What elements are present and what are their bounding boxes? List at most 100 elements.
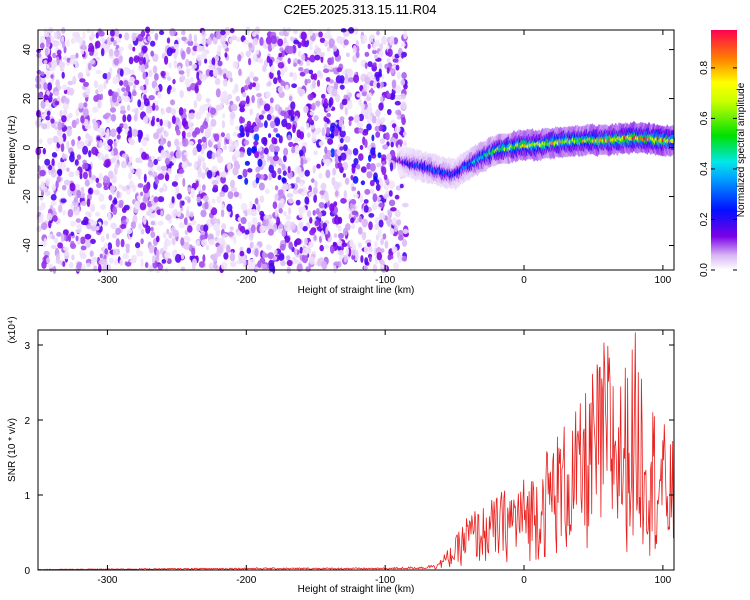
- spectrogram-cell: [61, 41, 66, 49]
- spectrogram-cell: [50, 194, 57, 201]
- spectrogram-cell: [335, 75, 343, 84]
- spectrogram-cell: [364, 114, 369, 120]
- spectrogram-cell: [175, 186, 180, 196]
- spectrogram-cell: [285, 84, 289, 91]
- spectrogram-cell: [364, 76, 371, 85]
- spectrogram-cell: [343, 254, 348, 263]
- spectrogram-cell: [58, 61, 65, 68]
- spectrogram-cell: [85, 86, 91, 96]
- spectrogram-cell: [380, 96, 384, 102]
- spectrogram-cell: [286, 255, 291, 261]
- spectrogram-cell: [65, 114, 70, 122]
- spectrogram-cell: [388, 199, 396, 207]
- spectrogram-cell: [118, 202, 124, 209]
- spectrogram-cell: [60, 143, 65, 153]
- spectrogram-cell: [244, 160, 250, 166]
- spectrogram-cell: [352, 45, 357, 53]
- spectrogram-cell: [254, 82, 260, 92]
- spectrogram-cell: [152, 255, 156, 264]
- spectrogram-cell: [255, 49, 260, 55]
- spectrogram-cell: [199, 234, 206, 241]
- spectrogram-cell: [197, 158, 202, 168]
- snr-x-tick-label: -200: [236, 575, 256, 586]
- spectrogram-cell: [160, 127, 164, 132]
- spectrogram-cell: [63, 234, 67, 241]
- spectrogram-cell: [56, 175, 61, 183]
- spectrogram-cell: [277, 86, 283, 94]
- spectrogram-cell: [140, 258, 144, 268]
- spectrogram-cell: [300, 31, 307, 41]
- spectrogram-cell: [97, 152, 104, 160]
- spectrogram-cell: [380, 138, 385, 145]
- spectrogram-cell: [100, 204, 107, 210]
- spectrogram-cell: [333, 265, 337, 274]
- spectrogram-cell: [379, 43, 384, 51]
- spectrogram-cell: [364, 62, 368, 69]
- spectrogram-cell: [182, 177, 186, 187]
- spectrogram-cell: [197, 139, 202, 144]
- spectrogram-cell: [136, 194, 142, 201]
- spectrogram-cell: [313, 193, 317, 203]
- spectrogram-cell: [173, 59, 178, 69]
- spectrogram-cell: [184, 78, 191, 88]
- spectrogram-cell: [149, 28, 155, 34]
- spectrogram-cell: [247, 168, 253, 173]
- spectrogram-cell: [220, 209, 225, 218]
- snr-panel: -300 -200 -100 0 100 0 1 2 3 Height of straight…: [7, 316, 675, 595]
- snr-y-tick-label: 1: [24, 491, 30, 502]
- spectrogram-cell: [293, 137, 300, 143]
- spectrogram-cell: [261, 137, 268, 145]
- spectrogram-cell: [308, 191, 315, 197]
- spectrogram-cell: [231, 35, 237, 41]
- colorbar-tick-label: 0.0: [699, 263, 710, 277]
- spectrogram-cell: [88, 169, 92, 178]
- spectrogram-cell: [270, 65, 275, 74]
- spectrogram-cell: [129, 258, 137, 264]
- spectrogram-cell: [381, 74, 385, 80]
- spectrogram-cell: [176, 210, 181, 218]
- spectrogram-cell: [312, 187, 318, 195]
- spectrogram-cell: [337, 244, 342, 251]
- spectrogram-cell: [331, 88, 338, 97]
- spectrogram-cell: [202, 254, 206, 263]
- spectrogram-cell: [57, 161, 63, 169]
- spectrogram-cell: [266, 153, 270, 163]
- spectrogram-cell: [46, 213, 53, 221]
- spectrogram-cell: [122, 186, 128, 192]
- spectrogram-cell: [45, 42, 49, 48]
- spectrogram-cell: [120, 238, 125, 248]
- spectrogram-cell: [339, 146, 344, 151]
- spectrogram-cell: [110, 29, 115, 37]
- spectrogram-cell: [329, 125, 335, 133]
- spectrogram-cell: [243, 85, 249, 91]
- spectrogram-cell: [278, 52, 283, 58]
- spectrogram-cell: [312, 165, 316, 174]
- spectrogram-x-axis: -300 -200 -100 0 100: [97, 30, 672, 286]
- spectrogram-cell: [60, 198, 67, 203]
- spectrogram-cell: [44, 190, 51, 196]
- spectrogram-cell: [147, 35, 152, 42]
- spectrogram-cell: [213, 222, 220, 232]
- spectrogram-cell: [387, 48, 393, 57]
- spectrogram-cell: [292, 189, 299, 195]
- spectrogram-cell: [169, 27, 176, 37]
- spectrogram-cell: [59, 109, 63, 118]
- spectrogram-cell: [280, 80, 286, 87]
- spectrogram-cell: [148, 95, 155, 101]
- snr-y-label: SNR (10 * v/v): [7, 418, 18, 482]
- spectrogram-cell: [88, 42, 94, 51]
- spectrogram-cell: [403, 30, 408, 40]
- spectrogram-cell: [89, 250, 94, 257]
- spectrogram-cell: [369, 179, 375, 187]
- spectrogram-cell: [181, 36, 187, 42]
- spectrogram-cell: [394, 125, 401, 133]
- colorbar-label: Normalized spectral amplitude: [736, 82, 747, 217]
- spectrogram-cell: [268, 172, 273, 181]
- spectrogram-cell: [84, 233, 92, 240]
- spectrogram-cell: [229, 111, 236, 120]
- spectrogram-cell: [330, 148, 336, 158]
- spectrogram-cell: [74, 59, 79, 69]
- spectrogram-cell: [386, 67, 390, 74]
- spectrogram-cell: [136, 129, 143, 139]
